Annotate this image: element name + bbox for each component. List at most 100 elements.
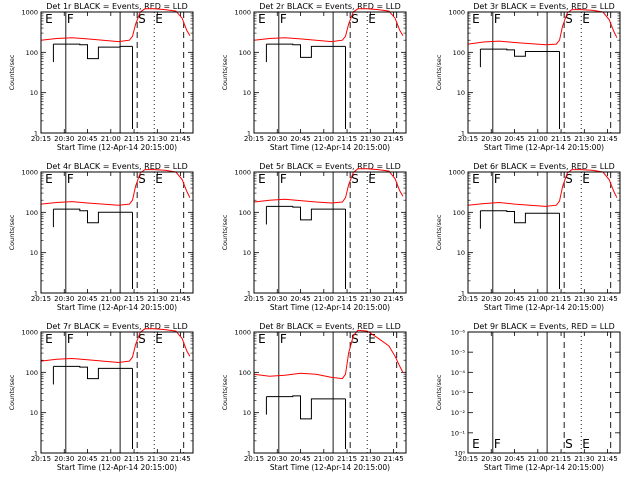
x-axis-label: Start Time (12-Apr-14 20:15:00) [57,463,177,472]
y-axis-label: Counts/sec [435,54,443,90]
x-tick-label: 20:45 [290,455,310,463]
x-tick-label: 20:30 [54,295,74,303]
y-axis-label: Counts/sec [221,214,229,250]
y-tick-label: 1000 [21,169,38,177]
events-series-line [53,43,133,60]
plot-frame [40,11,194,134]
x-tick-label: 20:45 [77,455,97,463]
x-tick-label: 21:15 [124,455,144,463]
x-axis-label: Start Time (12-Apr-14 20:15:00) [270,463,390,472]
plot-panel: Det 3r BLACK = Events, RED = LLD Counts/s… [435,2,621,152]
y-axis-label: Counts/sec [8,374,16,410]
plot-title: Det 2r BLACK = Events, RED = LLD [259,2,401,11]
events-series-line [53,365,133,380]
x-tick-label: 20:30 [54,455,74,463]
events-series-line [266,205,346,221]
plot-title: Det 1r BLACK = Events, RED = LLD [46,2,188,11]
x-tick-label: 21:00 [314,135,334,143]
y-tick-label: 10⁻⁵ [451,349,466,357]
x-tick-label: 20:30 [481,455,501,463]
events-series-line [53,208,133,224]
x-tick-label: 21:00 [101,135,121,143]
marker-label: S [138,12,146,26]
marker-label: E [258,172,266,186]
y-tick-label: 1 [461,290,465,298]
marker-label: E [582,172,590,186]
y-tick-label: 10 [243,249,251,257]
x-tick-label: 20:15 [244,135,264,143]
y-tick-label: 1 [247,130,251,138]
marker-label: E [258,12,266,26]
x-tick-label: 21:15 [124,295,144,303]
y-tick-label: 100 [453,49,465,57]
plot-title: Det 7r BLACK = Events, RED = LLD [46,322,188,331]
y-tick-label: 10 [30,249,38,257]
marker-label: S [351,332,359,346]
marker-label: E [258,332,266,346]
x-axis-label: Start Time (12-Apr-14 20:15:00) [484,303,604,312]
x-axis-label: Start Time (12-Apr-14 20:15:00) [484,463,604,472]
plot-panel: Det 4r BLACK = Events, RED = LLD Counts/s… [8,162,194,312]
x-tick-label: 21:30 [574,455,594,463]
plot-frame [253,171,407,294]
marker-label: E [368,172,376,186]
x-tick-label: 21:15 [551,295,571,303]
x-tick-label: 21:45 [383,295,403,303]
marker-label: F [280,12,287,26]
plot-frame [253,11,407,134]
y-tick-label: 10 [30,409,38,417]
y-tick-label: 100 [453,209,465,217]
marker-label: E [155,172,163,186]
y-tick-label: 10⁻⁶ [451,329,466,337]
x-tick-label: 20:45 [504,455,524,463]
plot-title: Det 6r BLACK = Events, RED = LLD [473,162,615,171]
plot-panel: Det 1r BLACK = Events, RED = LLD Counts/s… [8,2,194,152]
y-tick-label: 10⁻¹ [451,429,466,437]
x-tick-label: 20:30 [267,135,287,143]
x-tick-label: 21:00 [101,455,121,463]
marker-label: E [155,332,163,346]
lld-series-line [40,8,191,43]
x-tick-label: 21:15 [551,135,571,143]
marker-label: F [494,172,501,186]
y-tick-label: 1000 [448,169,465,177]
lld-series-line [253,329,404,380]
marker-label: F [67,172,74,186]
marker-label: F [67,332,74,346]
y-tick-label: 100 [239,49,251,57]
y-tick-label: 100 [239,369,251,377]
x-tick-label: 20:30 [267,455,287,463]
y-tick-label: 10⁻³ [451,389,466,397]
marker-label: E [45,332,53,346]
plot-frame [467,11,621,134]
plot-panel: Det 6r BLACK = Events, RED = LLD Counts/s… [435,162,621,312]
x-tick-label: 21:45 [597,455,617,463]
y-tick-label: 1 [34,290,38,298]
x-tick-label: 21:00 [528,135,548,143]
y-tick-label: 100 [26,369,38,377]
y-axis-label: Counts/sec [8,214,16,250]
y-tick-label: 1000 [21,329,38,337]
x-tick-label: 21:00 [528,295,548,303]
y-tick-label: 1000 [234,329,251,337]
y-tick-label: 1 [34,450,38,458]
y-tick-label: 100 [239,209,251,217]
lld-series-line [253,168,404,204]
x-tick-label: 21:00 [528,455,548,463]
y-axis-label: Counts/sec [435,214,443,250]
marker-label: S [138,172,146,186]
x-tick-label: 21:45 [597,135,617,143]
plot-frame [467,331,621,454]
lld-series-line [40,328,191,364]
marker-label: E [582,437,590,451]
y-tick-label: 10 [30,89,38,97]
x-tick-label: 20:45 [77,295,97,303]
x-tick-label: 21:00 [101,295,121,303]
y-axis-label: Counts/sec [221,54,229,90]
x-tick-label: 21:30 [147,455,167,463]
x-tick-label: 21:00 [314,455,334,463]
x-tick-label: 20:45 [290,295,310,303]
lld-series-line [253,8,404,43]
y-tick-label: 10 [243,409,251,417]
x-tick-label: 21:15 [337,295,357,303]
